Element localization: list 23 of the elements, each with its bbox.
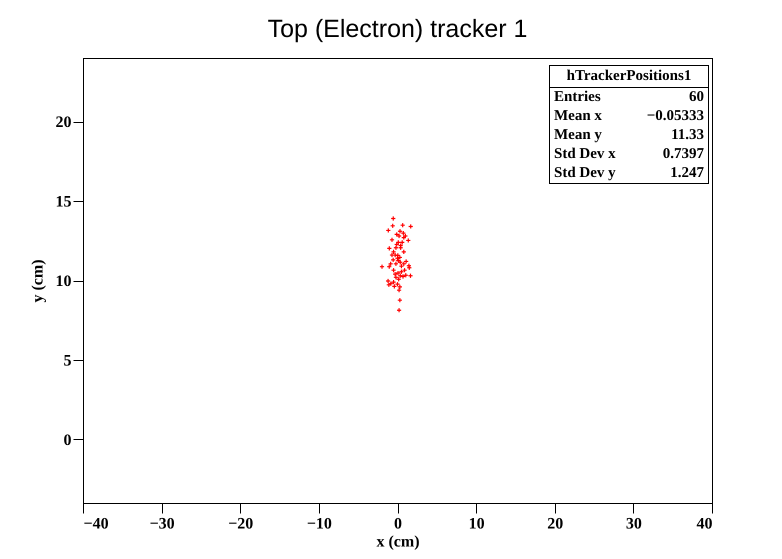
text: Std Dev x 0.7397 [554, 146, 704, 162]
text: Std Dev y 1.247 [554, 165, 704, 181]
x-axis-title: x (cm) [376, 534, 420, 550]
x-tick-label: 20 [547, 516, 564, 532]
x-tick-label: −30 [150, 516, 175, 532]
x-tick-label: −20 [228, 516, 254, 532]
text: Entries 60 [554, 89, 704, 105]
y-tick-label: 20 [56, 114, 72, 132]
y-axis-title: y (cm) [30, 259, 46, 303]
x-tick-label: −40 [84, 516, 109, 532]
y-tick-label: 0 [64, 432, 72, 449]
x-tick-label: 30 [626, 516, 642, 532]
x-tick-label: 10 [468, 516, 485, 532]
y-tick-label: 5 [64, 352, 72, 370]
x-tick-label: 0 [394, 516, 402, 532]
x-tick-label: 40 [696, 516, 712, 532]
x-tick-label: −10 [306, 516, 332, 532]
text: Mean x −0.05333 [554, 108, 704, 124]
y-tick-label: 15 [56, 194, 72, 211]
annotation: hTrackerPositions1 [550, 66, 708, 88]
text: Mean y 11.33 [554, 127, 704, 143]
chart-title: Top (Electron) tracker 1 [268, 15, 528, 43]
y-tick-label: 10 [56, 273, 72, 290]
